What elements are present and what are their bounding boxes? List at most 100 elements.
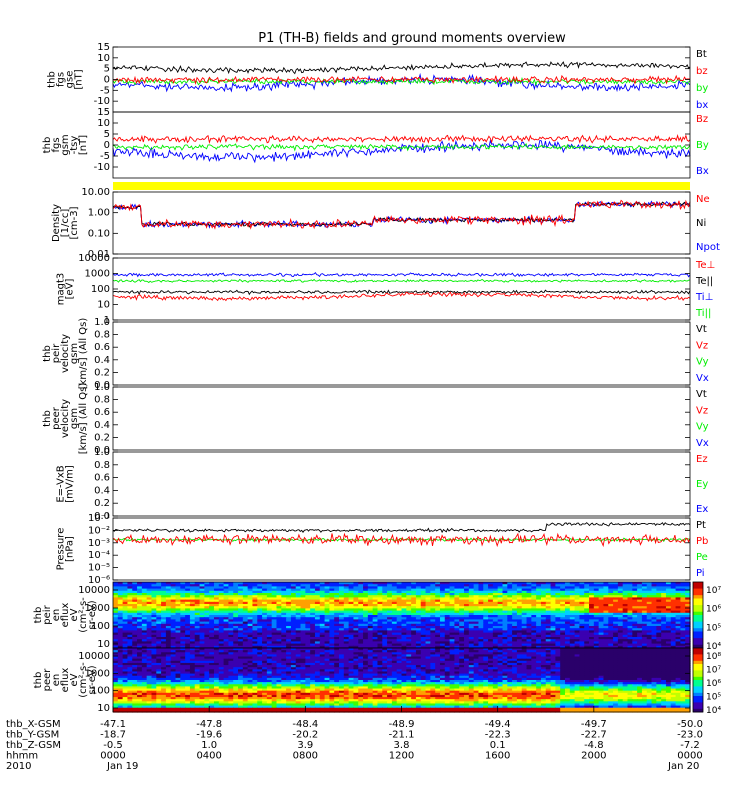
x-axis-tick-label: -49.7 [581, 719, 607, 730]
y-tick-label: 0 [104, 140, 110, 151]
legend-entry-Vz: Vz [696, 405, 708, 416]
y-tick-label: 10⁻¹ [88, 513, 110, 524]
x-axis-tick-label: -0.5 [103, 740, 123, 751]
y-tick-label: 10 [97, 639, 110, 650]
x-axis-tick-label: -19.6 [196, 730, 222, 741]
y-tick-label: 10.00 [81, 187, 110, 198]
series-line-Bz [113, 140, 690, 162]
colorbar-tick-label: 10⁷ [706, 666, 721, 676]
legend-entry-Te⊥: Te⊥ [695, 260, 715, 271]
y-axis-label: [nPa] [65, 536, 76, 562]
panel-peer_velocity: 1.00.80.60.40.20.0thbpeervelocitygsm[km/… [42, 382, 709, 456]
x-axis-tick-label: -47.8 [196, 719, 222, 730]
y-tick-label: 10⁻⁵ [88, 563, 110, 574]
legend-entry-By: By [696, 140, 709, 151]
y-tick-label: 0.8 [94, 330, 110, 341]
colorbar-tick-label: 10⁷ [706, 586, 721, 596]
y-axis-label: [nT] [74, 69, 85, 89]
x-axis-tick-label: -50.0 [677, 719, 703, 730]
y-tick-label: 1.00 [88, 208, 110, 219]
legend-entry-Ey: Ey [696, 479, 708, 490]
x-axis-tick-label: -48.9 [389, 719, 415, 730]
x-axis-tick-label: -7.2 [680, 740, 700, 751]
x-axis-tick-label: 0000 [100, 751, 125, 762]
y-axis-label: [nT] [78, 135, 89, 155]
y-tick-label: 10000 [78, 651, 110, 662]
y-tick-label: 10⁻⁴ [88, 550, 110, 561]
y-axis-label: [km/s] (All Qs) [78, 318, 89, 390]
x-axis-tick-label: -48.4 [292, 719, 318, 730]
y-tick-label: 1000 [85, 269, 110, 280]
x-axis-tick-label: -21.1 [389, 730, 415, 741]
series-line-Te⊥ [113, 273, 690, 277]
y-tick-label: 0.10 [88, 228, 110, 239]
y-tick-label: 0.8 [94, 395, 110, 406]
panel-frame [113, 518, 690, 580]
legend-entry-Bt: Bt [696, 49, 707, 60]
legend-entry-Vx: Vx [696, 373, 709, 384]
legend-entry-Vt: Vt [696, 389, 707, 400]
y-tick-label: 1.0 [94, 382, 110, 393]
y-axis-label: [cm-3] [69, 206, 80, 239]
series-line-Te|| [113, 279, 690, 282]
series-line-Pb [113, 523, 690, 533]
legend-entry-Ti⊥: Ti⊥ [695, 292, 713, 303]
colorbar-tick-label: 10⁴ [706, 706, 721, 716]
legend-entry-Ez: Ez [696, 454, 708, 465]
mode-bar [113, 182, 690, 190]
series-line-Ti|| [113, 292, 690, 300]
x-axis-tick-label: 1600 [485, 751, 510, 762]
colorbar-tick-label: 10⁵ [706, 693, 721, 703]
y-tick-label: 0.8 [94, 460, 110, 471]
x-axis-tick-label: -22.7 [581, 730, 607, 741]
x-axis-row-label: hhmm [6, 751, 38, 762]
panel-pressure: 10⁻¹10⁻²10⁻³10⁻⁴10⁻⁵10⁻⁶Pressure[nPa]PtP… [56, 513, 709, 586]
legend-entry-Vt: Vt [696, 324, 707, 335]
legend-entry-bz: bz [696, 66, 708, 77]
figure-title: P1 (TH-B) fields and ground moments over… [258, 31, 566, 46]
legend-entry-Pe: Pe [696, 552, 708, 563]
panel-frame [113, 322, 690, 385]
y-tick-label: 10 [97, 118, 110, 129]
x-axis-tick-label: -4.8 [584, 740, 604, 751]
y-axis-label: [eV] [65, 279, 76, 300]
x-axis-row-label: thb_Y-GSM [6, 730, 59, 741]
legend-entry-Npot: Npot [696, 242, 720, 253]
y-tick-label: 10000 [78, 253, 110, 264]
legend-entry-Pi: Pi [696, 568, 705, 579]
legend-entry-Ne: Ne [696, 194, 710, 205]
x-axis-tick-label: -47.1 [100, 719, 126, 730]
y-tick-label: 10 [97, 703, 110, 714]
x-axis-tick-label: Jan 20 [667, 761, 699, 772]
y-tick-label: 1.0 [94, 447, 110, 458]
x-axis-tick-label: 3.9 [297, 740, 313, 751]
x-axis-tick-label: 0.1 [490, 740, 506, 751]
legend-entry-Bz: Bz [696, 114, 708, 125]
y-tick-label: 5 [104, 64, 110, 75]
y-tick-label: 1.0 [94, 317, 110, 328]
x-axis-tick-label: 3.8 [394, 740, 410, 751]
y-tick-label: 0.2 [94, 367, 110, 378]
panel-density: 10.001.000.100.01Density[1/cc][cm-3]NeNi… [51, 187, 720, 260]
x-axis-tick-label: -20.2 [292, 730, 318, 741]
y-tick-label: 0.6 [94, 407, 110, 418]
legend-entry-Vz: Vz [696, 340, 708, 351]
y-tick-label: -5 [100, 151, 110, 162]
series-line-Npot [113, 200, 690, 228]
x-axis-tick-label: 1.0 [201, 740, 217, 751]
panel-peir_eflux: 10⁷10⁶10⁵10⁴10000100010010thbpeireneflux… [33, 582, 721, 652]
panel-frame [113, 452, 690, 516]
x-axis-row-label: thb_X-GSM [6, 719, 61, 730]
legend-entry-by: by [696, 83, 708, 94]
y-tick-label: 0.6 [94, 342, 110, 353]
x-axis-tick-label: -49.4 [485, 719, 511, 730]
colorbar-tick-label: 10⁶ [706, 679, 721, 689]
legend-entry-Ni: Ni [696, 218, 706, 229]
series-line-bx [113, 62, 690, 73]
y-tick-label: 10⁻² [88, 525, 110, 536]
legend-entry-Bx: Bx [696, 166, 709, 177]
